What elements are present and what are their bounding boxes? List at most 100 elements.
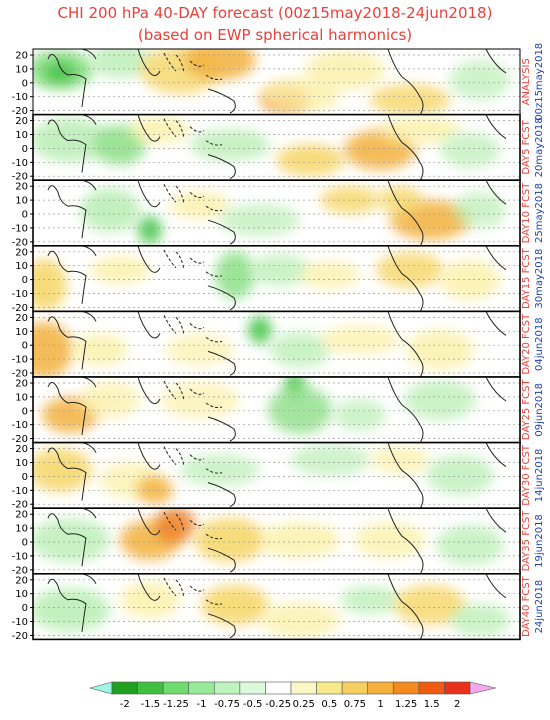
panel-8-ytick-label-2: 0 [22, 603, 28, 614]
panel-8-maritime-islands [163, 577, 223, 605]
panel-7-anomaly-2 [155, 508, 195, 543]
panel-0-ytick-label-0: 20 [15, 51, 28, 62]
panel-8-anomaly-3 [260, 602, 340, 638]
panel-5-ytick-label-0: 20 [15, 379, 28, 390]
panel-8-anomaly-4 [340, 586, 400, 614]
panel-6-field [33, 442, 520, 509]
panel-7-ytick-label-4: -20 [12, 565, 28, 576]
panel-2-label: DAY10 FCST [521, 182, 532, 244]
colorbar-label-8: 0.5 [321, 699, 337, 710]
panel-6-atlantic-coast [485, 442, 507, 468]
panel-8-frame [32, 572, 521, 641]
panel-2-anomaly-2 [170, 191, 230, 219]
panel-1-label: DAY5 FCST [521, 119, 532, 174]
colorbar-swatch-12 [418, 681, 445, 695]
panel-7-india-coast [137, 508, 161, 536]
panel-5-field [33, 377, 520, 443]
panel-8-date: 24jun2018 [534, 580, 545, 634]
panel-8-americas-coast [387, 573, 424, 640]
panel-0-ytick-label-3: -10 [12, 92, 28, 103]
colorbar-swatch-6 [265, 681, 292, 695]
panel-4-anomaly-0 [33, 322, 73, 377]
colorbar-label-12: 1.5 [424, 699, 440, 710]
colorbar-label-7: 0.25 [293, 699, 315, 710]
panel-1-atlantic-coast [485, 114, 507, 140]
panel-6-ytick-label-1: 10 [15, 458, 28, 469]
panel-2-ytick-label-1: 10 [15, 196, 28, 207]
panel-6-anomaly-3 [180, 454, 260, 486]
panel-0-anomaly-7 [305, 50, 385, 90]
panel-8-ytick-label-3: -10 [12, 617, 28, 628]
panel-0-anomaly-4 [184, 49, 256, 80]
panel-6-americas-coast [387, 442, 424, 509]
colorbar-swatch-9 [341, 681, 369, 695]
panel-8-ytick-label-4: -20 [12, 631, 28, 642]
panel-2-africa-coast [47, 185, 87, 239]
colorbar-swatch-4 [213, 681, 241, 695]
panel-2-ytick-label-4: -20 [12, 237, 28, 248]
panel-2-ytick-label-3: -10 [12, 223, 28, 234]
panel-2-australia-coast [207, 219, 236, 245]
panel-2-maritime-islands [163, 183, 223, 212]
colorbar-swatch-2 [162, 681, 190, 695]
panel-7-americas-coast [387, 508, 424, 574]
panel-1-ytick-label-0: 20 [15, 116, 28, 127]
panel-3-date: 30may2018 [534, 249, 545, 309]
panel-8-anomaly-6 [450, 604, 510, 636]
panel-0-anomaly-1 [44, 62, 76, 82]
panel-2-ytick-label-0: 20 [15, 182, 28, 193]
panel-7-anomaly-4 [260, 522, 340, 558]
panel-1-ytick-label-2: 0 [22, 144, 28, 155]
colorbar-swatch-5 [239, 681, 266, 695]
panel-1-australia-coast [207, 154, 236, 180]
panel-0-anomaly-6 [260, 77, 340, 113]
panel-5-label: DAY25 FCST [521, 379, 532, 441]
chart-subtitle: (based on EWP spherical harmonics) [137, 26, 413, 44]
panel-1-india-coast [137, 114, 161, 142]
panel-8-ytick-label-0: 20 [15, 575, 28, 586]
panel-4-maritime-islands [163, 315, 223, 343]
panel-6-anomaly-4 [290, 444, 370, 476]
panel-0-africa-coast [47, 54, 87, 108]
panel-0-anomaly-2 [90, 49, 150, 78]
panel-0-anomaly-8 [370, 84, 450, 115]
panel-2-anomaly-0 [80, 188, 140, 232]
panel-0-ytick-label-4: -20 [12, 106, 28, 117]
panel-4-label: DAY20 FCST [521, 313, 532, 375]
panel-3-ytick-label-2: 0 [22, 275, 28, 286]
panel-7-date: 19jun2018 [534, 514, 545, 568]
panel-7-ytick-label-1: 10 [15, 524, 28, 535]
colorbar-swatch-7 [290, 681, 317, 695]
panel-6-date: 14jun2018 [534, 449, 545, 503]
panel-3-ytick-label-3: -10 [12, 289, 28, 300]
panel-8-anomaly-2 [201, 585, 269, 625]
panel-2-ytick-label-2: 0 [22, 210, 28, 221]
colorbar-swatch-3 [188, 681, 215, 695]
panel-0-date: 00z15may2018 [534, 43, 545, 121]
panel-2-americas-coast [387, 180, 424, 246]
panel-1-anomaly-6 [380, 116, 460, 144]
panel-0-ytick-label-1: 10 [15, 64, 28, 75]
panel-8-field [33, 573, 520, 640]
colorbar-swatch-0 [111, 681, 138, 695]
panel-3-maritime-islands [163, 249, 223, 277]
panel-3-australia-coast [207, 285, 236, 311]
panel-6-ytick-label-3: -10 [12, 486, 28, 497]
panel-5-date: 09jun2018 [534, 383, 545, 437]
panel-6-africa-coast [47, 447, 87, 501]
panel-3-anomaly-0 [33, 259, 67, 311]
colorbar-label-6: -0.25 [265, 699, 291, 710]
panel-2-field [33, 180, 520, 246]
panel-3-ytick-label-1: 10 [15, 261, 28, 272]
colorbar-label-10: 1 [377, 699, 383, 710]
panel-4-field [33, 311, 520, 377]
panel-3-anomaly-5 [376, 252, 444, 288]
panel-4-ytick-label-2: 0 [22, 341, 28, 352]
panel-7-label: DAY35 FCST [521, 510, 532, 572]
panel-4-date: 04jun2018 [534, 317, 545, 371]
panel-2-atlantic-coast [485, 180, 507, 205]
panel-0-anomaly-9 [450, 60, 510, 100]
panel-4-ytick-label-0: 20 [15, 313, 28, 324]
colorbar-swatch-13 [444, 681, 471, 695]
